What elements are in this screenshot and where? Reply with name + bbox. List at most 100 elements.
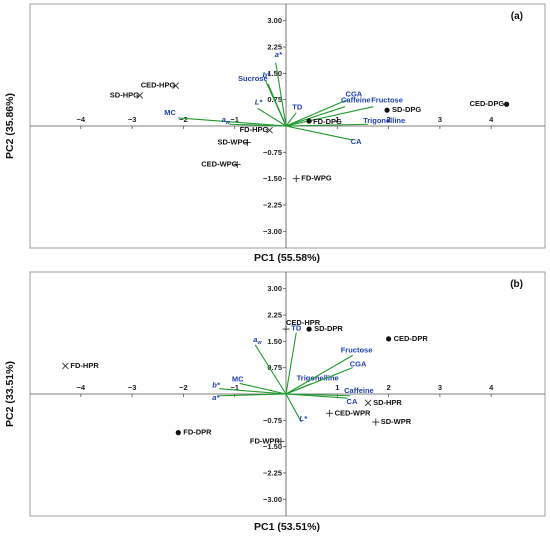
loading-vector-line <box>285 123 369 127</box>
loading-vector-label: Caffeine <box>341 96 371 105</box>
sample-marker-plus <box>326 409 334 417</box>
loading-vector-line <box>254 344 287 395</box>
loading-vector-line <box>285 367 353 395</box>
x-tick-label: 2 <box>387 115 391 124</box>
y-tick-label: −3.00 <box>263 227 282 236</box>
sample-marker-cross <box>172 82 180 89</box>
loading-vector-label: a* <box>212 393 220 402</box>
loading-vector-line <box>285 99 348 127</box>
sample-label: SD-WPG <box>218 137 249 146</box>
sample-label: FD-HPG <box>240 125 269 134</box>
x-tick-label: 3 <box>438 115 442 124</box>
y-tick-label: 2.25 <box>267 311 282 320</box>
panel-b-y-axis-title: PC2 (33.51%) <box>4 361 16 427</box>
loading-vector-label: aw <box>222 115 231 126</box>
panel-b-loading-vectors: TD aw b* MC a* Trigonelline Fructose CGA Caffein… <box>212 324 373 424</box>
loading-vector-label: Sucrose <box>238 74 268 83</box>
sample-label: CED-WPG <box>201 160 237 169</box>
y-tick-label: 0.75 <box>267 363 282 372</box>
sample-label: SD-DPG <box>392 105 421 114</box>
sample-label: FD-HPR <box>70 361 99 370</box>
loading-vector-line <box>239 382 287 395</box>
sample-marker-dot <box>384 107 390 113</box>
x-tick-label: −4 <box>77 383 86 392</box>
loading-vector-line <box>229 123 287 127</box>
y-tick-label: 3.00 <box>267 16 282 25</box>
sample-marker-plus <box>292 175 300 183</box>
loading-vector-label: CA <box>347 397 358 406</box>
sample-label: CED-HPG <box>141 81 176 90</box>
loading-vector-line <box>285 125 353 141</box>
sample-marker-dot <box>306 118 312 124</box>
y-tick-label: 2.25 <box>267 43 282 52</box>
sample-marker-plus <box>282 325 290 333</box>
loading-vector-line <box>178 117 287 127</box>
loading-vector-line <box>285 354 353 395</box>
loading-vector-line <box>285 393 302 423</box>
loading-vector-line <box>275 62 287 127</box>
sample-marker-dot <box>503 101 510 107</box>
y-tick-label: −3.00 <box>263 495 282 504</box>
sample-label: FD-WPR <box>250 436 281 445</box>
sample-label: CED-WPR <box>335 408 371 417</box>
panel-b-x-axis-title: PC1 (53.51%) <box>254 521 320 533</box>
y-tick-label: −1.50 <box>263 174 282 183</box>
y-tick-label: 1.50 <box>267 69 282 78</box>
panel-b-axes: −4 −3 −2 −1 1 2 3 4 3.00 2.25 1.50 0.75 −0.75 −1.50 −2… <box>30 272 545 516</box>
sample-marker-cross <box>136 92 144 99</box>
sample-marker-cross <box>62 362 69 370</box>
loading-vector-label: aw <box>253 335 262 346</box>
y-tick-label: 1.50 <box>267 337 282 346</box>
loading-vector-label: b* <box>212 381 221 390</box>
x-tick-label: −1 <box>230 383 239 392</box>
y-tick-label: −0.75 <box>263 416 282 425</box>
loading-vector-label: L* <box>299 414 308 423</box>
sample-marker-cross <box>266 126 273 134</box>
y-tick-label: 3.00 <box>267 284 282 293</box>
loading-vector-line <box>219 393 287 397</box>
loading-vector-line <box>285 332 297 395</box>
sample-label: SD-WPR <box>381 417 412 426</box>
y-tick-label: −2.25 <box>263 468 282 477</box>
loading-vector-label: Fructose <box>341 345 373 354</box>
loading-vector-label: MC <box>232 374 244 383</box>
x-tick-label: −3 <box>128 115 137 124</box>
loading-vector-line <box>264 80 287 127</box>
loading-vector-label: MC <box>164 108 176 117</box>
x-tick-label: 1 <box>335 383 339 392</box>
sample-marker-plus <box>244 138 252 146</box>
loading-vector-line <box>257 107 287 127</box>
loading-vector-label: TD <box>291 324 302 333</box>
loading-vector-line <box>285 112 297 127</box>
sample-label: SD-DPR <box>314 324 343 333</box>
sample-label: CED-DPG <box>470 99 505 108</box>
x-tick-label: −2 <box>179 383 188 392</box>
x-tick-label: −3 <box>128 383 137 392</box>
loading-vector-line <box>285 393 348 399</box>
sample-label: CED-DPR <box>394 334 429 343</box>
sample-marker-dot <box>306 326 312 332</box>
panel-a-label: (a) <box>511 11 523 22</box>
loading-vector-label: b* <box>262 70 271 79</box>
panel-b: −4 −3 −2 −1 1 2 3 4 3.00 2.25 1.50 0.75 −0.75 −1.50 −2… <box>4 271 546 533</box>
panel-a-axes: −4−3−2−112343.002.251.500.75−0.75−1.50−2… <box>30 4 545 248</box>
loading-vector-label: CGA <box>350 360 367 369</box>
sample-marker-plus <box>233 161 241 169</box>
loading-vector-label: a* <box>275 50 283 59</box>
panel-a-x-axis-title: PC1 (55.58%) <box>254 252 320 264</box>
loading-vector-label: CGA <box>346 90 363 99</box>
x-tick-label: −1 <box>230 115 239 124</box>
loading-vector-line <box>285 106 374 127</box>
panel-b-label: (b) <box>510 279 523 290</box>
sample-marker-dot <box>175 430 181 436</box>
sample-label: FD-DPG <box>313 117 342 126</box>
loading-vector-line <box>285 106 346 127</box>
panel-a-y-axis-title: PC2 (35.86%) <box>4 93 16 159</box>
sample-marker-dot <box>386 336 392 342</box>
loading-vector-label: Caffeine <box>344 386 374 395</box>
sample-label: CED-HPR <box>286 318 321 327</box>
x-tick-label: −4 <box>77 115 86 124</box>
